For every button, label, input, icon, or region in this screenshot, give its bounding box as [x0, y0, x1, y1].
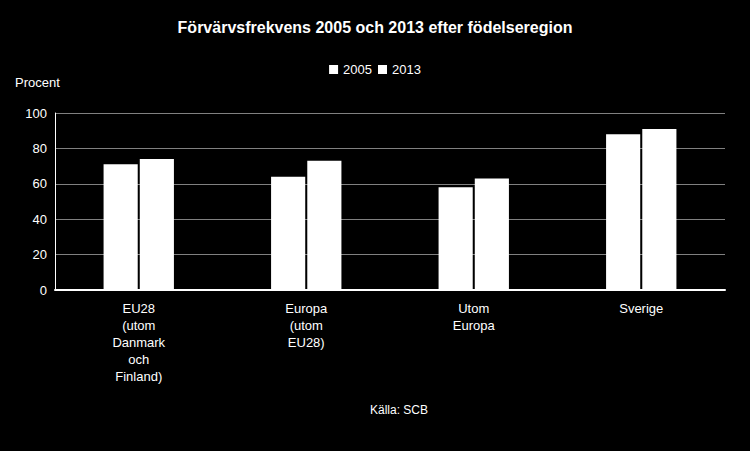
svg-text:0: 0 [40, 283, 47, 298]
svg-text:EU28: EU28 [122, 301, 155, 316]
svg-text:20: 20 [33, 247, 47, 262]
svg-text:EU28): EU28) [288, 335, 325, 350]
svg-text:2013: 2013 [392, 62, 421, 77]
svg-text:Procent: Procent [15, 75, 60, 90]
svg-text:(utom: (utom [122, 318, 155, 333]
svg-text:Danmark: Danmark [112, 335, 165, 350]
svg-text:100: 100 [25, 106, 47, 121]
svg-text:Utom: Utom [458, 301, 489, 316]
svg-text:Europa: Europa [285, 301, 328, 316]
svg-text:Europa: Europa [453, 318, 496, 333]
svg-text:och: och [128, 352, 149, 367]
svg-text:60: 60 [33, 176, 47, 191]
svg-text:Källa: SCB: Källa: SCB [370, 403, 428, 417]
svg-text:Finland): Finland) [115, 369, 162, 384]
svg-text:Sverige: Sverige [619, 301, 663, 316]
svg-text:(utom: (utom [290, 318, 323, 333]
svg-text:Förvärvsfrekvens 2005 och 2013: Förvärvsfrekvens 2005 och 2013 efter föd… [178, 19, 573, 36]
svg-text:40: 40 [33, 212, 47, 227]
svg-text:80: 80 [33, 141, 47, 156]
svg-text:2005: 2005 [343, 62, 372, 77]
